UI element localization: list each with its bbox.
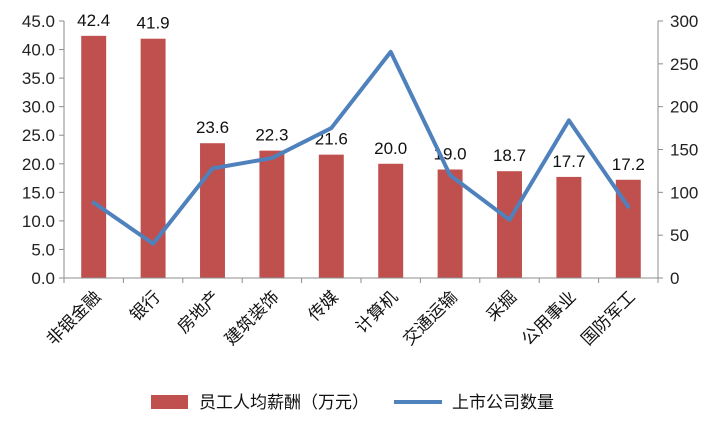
left-tick-label: 25.0 [22,126,55,145]
bar [81,35,107,278]
category-label: 计算机 [352,287,402,337]
category-label: 建筑装饰 [221,287,283,349]
bar [200,143,225,278]
left-tick-label: 10.0 [22,212,55,231]
left-tick-label: 0.0 [31,269,55,288]
category-label: 国防军工 [578,287,640,349]
legend-bar-swatch [151,395,188,409]
bar-value-label: 17.2 [612,155,645,174]
category-label: 传媒 [305,287,343,325]
bar-value-label: 41.9 [137,14,170,33]
left-tick-label: 45.0 [22,12,55,31]
bar [437,169,463,278]
category-label: 公用事业 [518,287,580,349]
bar [259,150,285,278]
series-line [91,49,631,246]
left-y-axis: 0.0 5.0 10.0 15.0 20.0 25.0 30.0 35.0 40.0 45.0 [22,12,65,288]
left-tick-label: 40.0 [22,41,55,60]
left-tick-label: 15.0 [22,183,55,202]
category-label: 交通运输 [399,287,461,349]
bar-value-label: 22.3 [255,126,288,145]
left-tick-label: 30.0 [22,98,55,117]
bar-value-label: 42.4 [77,11,110,30]
legend-line-label: 上市公司数量 [452,393,554,413]
bar [497,171,522,278]
right-tick-label: 300 [670,12,698,31]
right-tick-label: 0 [670,269,679,288]
right-tick-label: 250 [670,55,698,74]
category-label: 采掘 [483,287,521,325]
category-label: 非银金融 [43,287,105,349]
right-tick-label: 200 [670,98,698,117]
legend: 员工人均薪酬（万元） 上市公司数量 [151,393,554,413]
bar-value-label: 17.7 [552,152,585,171]
bar [556,176,582,278]
right-tick-label: 100 [670,183,698,202]
bar-value-label: 18.7 [493,146,526,165]
right-tick-label: 50 [670,226,689,245]
bar [378,163,404,278]
category-label: 房地产 [174,287,224,337]
right-tick-label: 150 [670,141,698,160]
line-series [91,49,631,246]
category-label: 银行 [126,287,164,325]
left-tick-label: 20.0 [22,155,55,174]
left-tick-label: 35.0 [22,69,55,88]
left-tick-label: 5.0 [31,240,55,259]
right-y-axis: 0 50 100 150 200 250 300 [657,12,698,288]
bar-value-label: 20.0 [374,139,407,158]
legend-bar-label: 员工人均薪酬（万元） [199,393,369,413]
bar-value-label: 23.6 [196,118,229,137]
bar [318,154,344,278]
